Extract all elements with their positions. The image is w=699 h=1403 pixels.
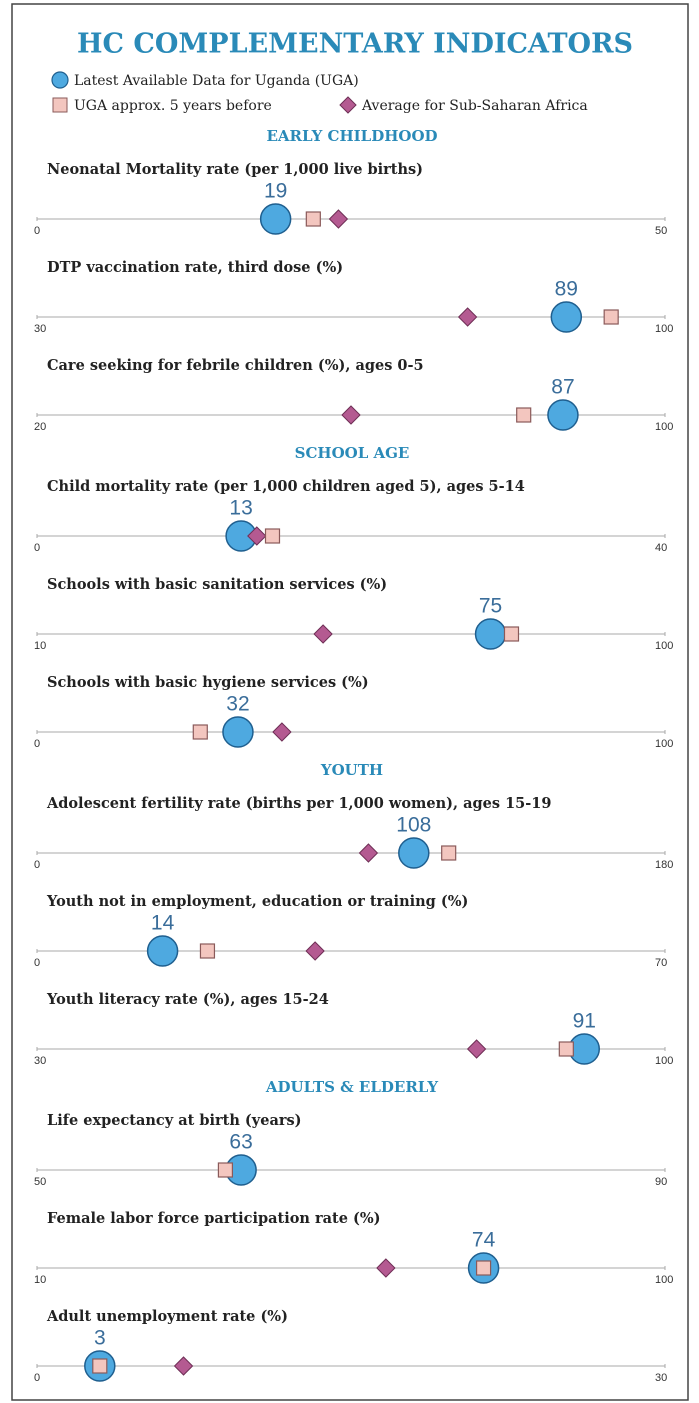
tick-label: 100: [655, 738, 673, 750]
circle-marker: [474, 618, 507, 650]
square-marker: [475, 1260, 492, 1276]
tick-label: 0: [34, 1372, 40, 1384]
data-label: 87: [551, 376, 574, 399]
tick-label: 0: [34, 738, 40, 750]
legend-marker: [51, 71, 69, 89]
legend-marker: [52, 97, 68, 113]
legend-marker: [339, 96, 357, 114]
panel-title: Neonatal Mortality rate (per 1,000 live …: [47, 161, 423, 178]
circle-marker: [547, 399, 579, 431]
tick-label: 0: [34, 542, 40, 554]
circle-marker: [146, 935, 179, 967]
diamond-marker: [358, 843, 379, 863]
chart-title: HC COMPLEMENTARY INDICATORS: [77, 29, 633, 60]
tick-label: 30: [34, 323, 46, 335]
tick-label: 40: [655, 542, 667, 554]
data-label: 3: [94, 1327, 106, 1350]
square-marker: [92, 1358, 108, 1374]
panel-title: Life expectancy at birth (years): [47, 1112, 302, 1129]
square-marker: [503, 626, 520, 642]
data-label: 108: [396, 814, 431, 837]
diamond-marker: [457, 307, 478, 327]
square-marker: [217, 1162, 233, 1178]
tick-label: 10: [34, 640, 46, 652]
square-marker: [558, 1041, 574, 1057]
diamond-marker: [466, 1039, 487, 1059]
panel-title: Adolescent fertility rate (births per 1,…: [46, 795, 551, 812]
diamond-marker: [272, 722, 292, 742]
tick-label: 20: [34, 421, 46, 433]
diamond-marker: [305, 941, 325, 961]
tick-label: 10: [34, 1274, 46, 1286]
diamond-marker: [328, 209, 349, 229]
diamond-marker: [247, 526, 267, 546]
panel-title: Youth not in employment, education or tr…: [46, 893, 468, 910]
section-title: YOUTH: [320, 761, 383, 779]
square-marker: [192, 724, 208, 740]
square-marker: [305, 211, 321, 227]
tick-label: 0: [34, 859, 40, 871]
diamond-marker: [173, 1356, 194, 1376]
square-marker: [516, 407, 532, 423]
legend-label: Latest Available Data for Uganda (UGA): [74, 73, 359, 89]
data-label: 74: [472, 1229, 496, 1252]
tick-label: 70: [655, 957, 667, 969]
square-marker: [441, 845, 457, 861]
data-label: 32: [226, 693, 249, 716]
section-title: ADULTS & ELDERLY: [265, 1078, 439, 1096]
data-label: 89: [555, 278, 578, 301]
diamond-marker: [341, 405, 361, 425]
circle-marker: [259, 203, 292, 235]
section-title: EARLY CHILDHOOD: [266, 127, 437, 145]
data-label: 13: [229, 497, 252, 520]
tick-label: 0: [34, 225, 40, 237]
tick-label: 30: [34, 1055, 46, 1067]
tick-label: 0: [34, 957, 40, 969]
panel-title: Female labor force participation rate (%…: [47, 1210, 381, 1227]
legend-label: UGA approx. 5 years before: [74, 98, 272, 114]
data-label: 19: [264, 180, 287, 203]
circle-marker: [550, 301, 583, 333]
panel-title: Youth literacy rate (%), ages 15-24: [46, 991, 329, 1008]
tick-label: 100: [655, 640, 673, 652]
legend-label: Average for Sub-Saharan Africa: [361, 98, 588, 114]
tick-label: 100: [655, 323, 673, 335]
data-label: 14: [151, 912, 175, 935]
tick-label: 180: [655, 859, 673, 871]
tick-label: 100: [655, 1274, 673, 1286]
panel-title: Care seeking for febrile children (%), a…: [47, 357, 424, 374]
tick-label: 100: [655, 1055, 673, 1067]
data-label: 75: [479, 595, 502, 618]
square-marker: [199, 943, 216, 959]
tick-label: 50: [655, 225, 667, 237]
diamond-marker: [313, 624, 333, 644]
square-marker: [603, 309, 619, 325]
tick-label: 30: [655, 1372, 667, 1384]
panel-title: Child mortality rate (per 1,000 children…: [47, 478, 525, 495]
tick-label: 50: [34, 1176, 46, 1188]
panel-title: Schools with basic sanitation services (…: [47, 576, 387, 593]
panel-title: DTP vaccination rate, third dose (%): [47, 259, 343, 276]
square-marker: [264, 528, 281, 544]
circle-marker: [398, 837, 430, 869]
data-label: 91: [573, 1010, 596, 1033]
frame: [11, 3, 689, 1401]
diamond-marker: [376, 1258, 396, 1278]
circle-marker: [222, 716, 254, 748]
section-title: SCHOOL AGE: [295, 444, 410, 462]
tick-label: 90: [655, 1176, 667, 1188]
panel-title: Adult unemployment rate (%): [46, 1308, 288, 1325]
data-label: 63: [229, 1131, 252, 1154]
tick-label: 100: [655, 421, 673, 433]
panel-title: Schools with basic hygiene services (%): [47, 674, 369, 691]
